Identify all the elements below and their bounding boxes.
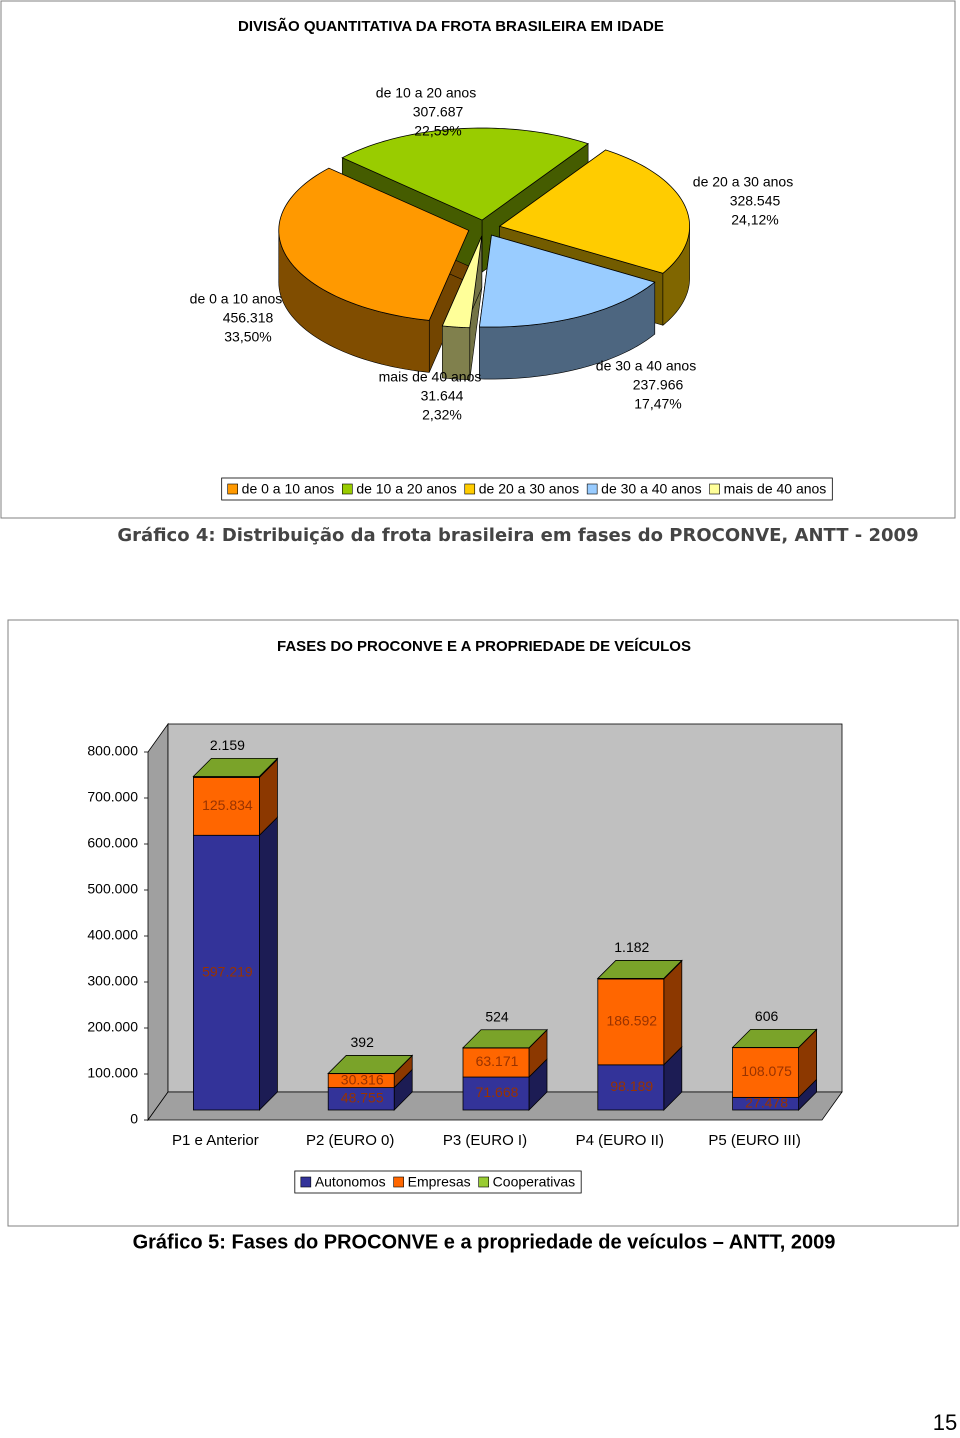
y-tick-label: 200.000 (87, 1019, 138, 1035)
data-label: 392 (351, 1034, 375, 1050)
y-tick-label: 500.000 (87, 881, 138, 897)
y-tick-label: 800.000 (87, 743, 138, 759)
y-tick-label: 0 (130, 1111, 138, 1127)
caption: Gráfico 4: Distribuição da frota brasile… (117, 525, 918, 546)
chart-title: DIVISÃO QUANTITATIVA DA FROTA BRASILEIRA… (238, 17, 664, 35)
data-label: 524 (485, 1008, 509, 1024)
legend-label: de 0 a 10 anos (242, 481, 335, 497)
legend-label: de 20 a 30 anos (479, 481, 579, 497)
x-tick-label: P3 (EURO I) (443, 1132, 527, 1149)
data-label: 24,12% (731, 212, 778, 228)
data-label: 606 (755, 1008, 779, 1024)
bar-segment (192, 776, 260, 836)
pie-slice (478, 234, 656, 328)
data-label: 17,47% (634, 396, 681, 412)
data-label: 71.668 (476, 1084, 519, 1100)
data-label: 1.182 (614, 939, 649, 955)
pie-tops (278, 127, 691, 329)
bar-top (596, 960, 683, 979)
pie-slice (341, 127, 590, 221)
bar-top (327, 1055, 414, 1074)
caption: Gráfico 5: Fases do PROCONVE e a proprie… (133, 1231, 836, 1253)
bar-top (192, 758, 279, 777)
bar-segment (732, 1047, 799, 1098)
legend: de 0 a 10 anos de 10 a 20 anos de 20 a 30 … (221, 477, 833, 501)
x-tick-label: P5 (EURO III) (708, 1132, 801, 1149)
data-label: mais de 40 anos (379, 369, 482, 385)
data-label: 48.755 (341, 1089, 384, 1105)
data-label: 2,32% (422, 407, 462, 423)
legend-label: Autonomos (315, 1174, 386, 1190)
data-label: 597.219 (202, 963, 253, 979)
x-tick-label: P1 e Anterior (172, 1132, 259, 1149)
bar-top (731, 1028, 818, 1048)
pie-slice (278, 167, 470, 321)
bar-segment (597, 1064, 665, 1111)
data-label: 186.592 (606, 1013, 657, 1029)
data-label: 2.159 (210, 737, 245, 753)
y-tick-label: 100.000 (87, 1065, 138, 1081)
bar-side (259, 816, 278, 1111)
data-label: 328.545 (730, 193, 781, 209)
data-label: 108.075 (741, 1063, 792, 1079)
legend-frame (294, 1170, 582, 1194)
x-tick-label: P4 (EURO II) (576, 1132, 664, 1149)
data-label: de 20 a 30 anos (693, 174, 793, 190)
legend-label: Cooperativas (493, 1174, 576, 1190)
data-label: 307.687 (413, 104, 464, 120)
legend-swatch (464, 483, 476, 495)
data-label: 30.316 (341, 1071, 384, 1087)
legend-label: Empresas (408, 1174, 471, 1190)
legend-label: mais de 40 anos (724, 481, 827, 497)
page-number: 15 (933, 1410, 957, 1435)
pie-slice (498, 149, 691, 274)
legend-swatch (227, 483, 238, 495)
data-label: de 0 a 10 anos (190, 291, 283, 307)
bar-segment (462, 1047, 530, 1078)
data-label: 125.834 (202, 797, 253, 813)
data-label: 63.171 (476, 1053, 519, 1069)
data-label: 237.966 (633, 377, 684, 393)
legend-swatch (393, 1176, 404, 1188)
bar-top (462, 1029, 548, 1049)
bar-segment (192, 834, 260, 1111)
legend-swatch (586, 483, 598, 495)
data-label: 33,50% (224, 329, 271, 345)
legend-swatch (342, 483, 353, 495)
data-label: 98.189 (610, 1078, 653, 1094)
legend-label: de 10 a 20 anos (356, 481, 456, 497)
side-wall (147, 722, 169, 1122)
pie-slice (441, 235, 483, 329)
legend-swatch (478, 1176, 489, 1188)
legend-label: de 30 a 40 anos (601, 481, 701, 497)
bar-segment (597, 978, 665, 1066)
legend-swatch (300, 1176, 312, 1188)
data-label: 31.644 (421, 388, 464, 404)
data-label: de 10 a 20 anos (376, 85, 476, 101)
data-label: de 30 a 40 anos (596, 358, 696, 374)
legend-swatch (709, 483, 720, 495)
chart-title: FASES DO PROCONVE E A PROPRIEDADE DE VEÍ… (277, 638, 691, 655)
y-tick-label: 300.000 (87, 973, 138, 989)
x-tick-label: P2 (EURO 0) (306, 1132, 394, 1149)
data-label: 456.318 (223, 310, 274, 326)
y-tick-label: 400.000 (87, 927, 138, 943)
data-label: 27.478 (745, 1094, 788, 1110)
y-tick-label: 700.000 (87, 789, 138, 805)
legend-frame (221, 477, 833, 501)
y-tick-label: 600.000 (87, 835, 138, 851)
legend: Autonomos Empresas Cooperativas (294, 1170, 582, 1194)
data-label: 22,59% (414, 123, 461, 139)
